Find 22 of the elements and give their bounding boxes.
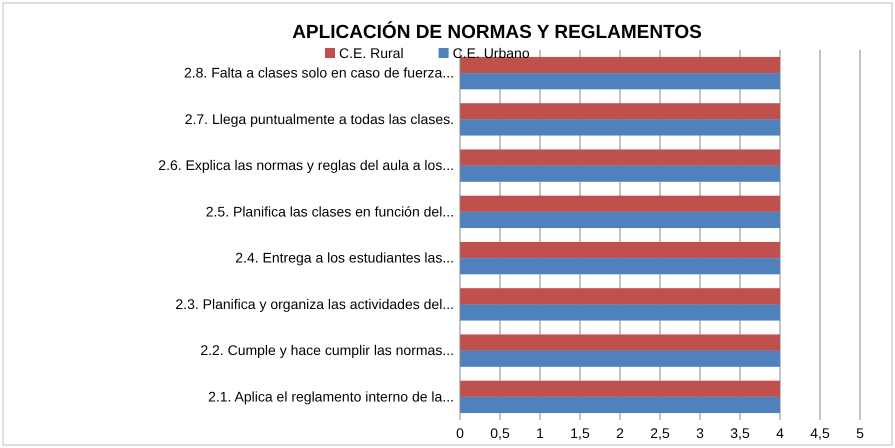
x-tick-label: 5 [856, 424, 864, 441]
y-tick-label: 2.1. Aplica el reglamento interno de la... [208, 388, 454, 404]
y-tick-label: 2.7. Llega puntualmente a todas las clases. [184, 110, 454, 127]
y-tick-label: 2.6. Explica las normas y reglas del aula a los... [158, 157, 454, 174]
legend-label: C.E. Rural [339, 45, 404, 61]
x-tick-label: 3,5 [730, 424, 750, 441]
chart-title: APLICACIÓN DE NORMAS Y REGLAMENTOS [292, 21, 702, 43]
y-tick-label: 2.8. Falta a clases solo en caso de fuerza... [184, 64, 454, 81]
x-tick-label: 1,5 [570, 424, 590, 441]
x-tick-label: 4,5 [810, 424, 830, 441]
legend-label: C.E. Urbano [452, 45, 530, 61]
y-tick-label: 2.4. Entrega a los estudiantes las... [235, 250, 454, 266]
x-tick-label: 1 [536, 424, 544, 441]
x-tick-label: 3 [696, 424, 704, 441]
y-tick-label: 2.2. Cumple y hace cumplir las normas... [200, 342, 454, 358]
y-tick-label: 2.5. Planifica las clases en función del... [206, 203, 454, 220]
x-tick-label: 0,5 [490, 424, 510, 441]
x-tick-label: 4 [776, 424, 784, 441]
x-tick-label: 0 [456, 424, 464, 441]
y-tick-label: 2.3. Planifica y organiza las actividades del... [175, 296, 454, 312]
x-tick-label: 2 [616, 424, 624, 441]
x-tick-label: 2,5 [650, 424, 670, 441]
